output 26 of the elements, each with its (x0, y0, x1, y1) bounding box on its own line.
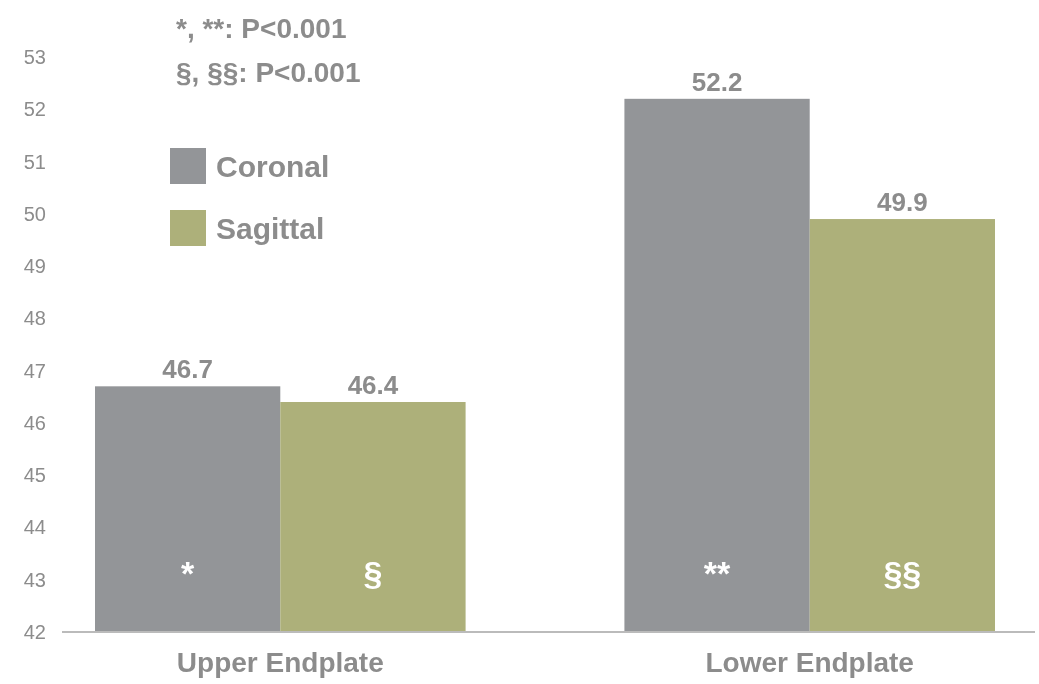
y-tick-label: 45 (23, 464, 46, 487)
y-tick-label: 44 (23, 516, 46, 539)
y-tick-label: 50 (23, 202, 46, 225)
x-tick-label: Lower Endplate (705, 647, 914, 678)
y-tick-label: 53 (23, 46, 46, 68)
legend-label: Sagittal (216, 211, 325, 245)
y-tick-label: 52 (23, 98, 46, 121)
x-tick-label: Upper Endplate (176, 647, 384, 678)
annotation: §, §§: P<0.001 (176, 57, 361, 88)
y-tick-label: 42 (23, 621, 46, 643)
data-label: 46.7 (162, 354, 213, 385)
legend-label: Coronal (216, 149, 330, 183)
annotation: * (181, 553, 196, 592)
text: *, **: P<0.001 (176, 13, 347, 44)
annotation: §§ (883, 553, 922, 592)
data-label: 52.2 (691, 66, 743, 97)
y-tick-label: 43 (23, 568, 46, 591)
y-tick-label: 49 (23, 255, 46, 278)
annotation: ** (703, 553, 732, 592)
data-label: 46.4 (347, 370, 399, 400)
y-tick-label: 47 (23, 359, 46, 382)
annotation: § (363, 553, 383, 592)
y-tick-label: 46 (23, 411, 46, 434)
y-tick-label: 51 (23, 150, 46, 173)
y-tick-label: 48 (23, 307, 46, 330)
data-label: 49.9 (877, 187, 928, 218)
